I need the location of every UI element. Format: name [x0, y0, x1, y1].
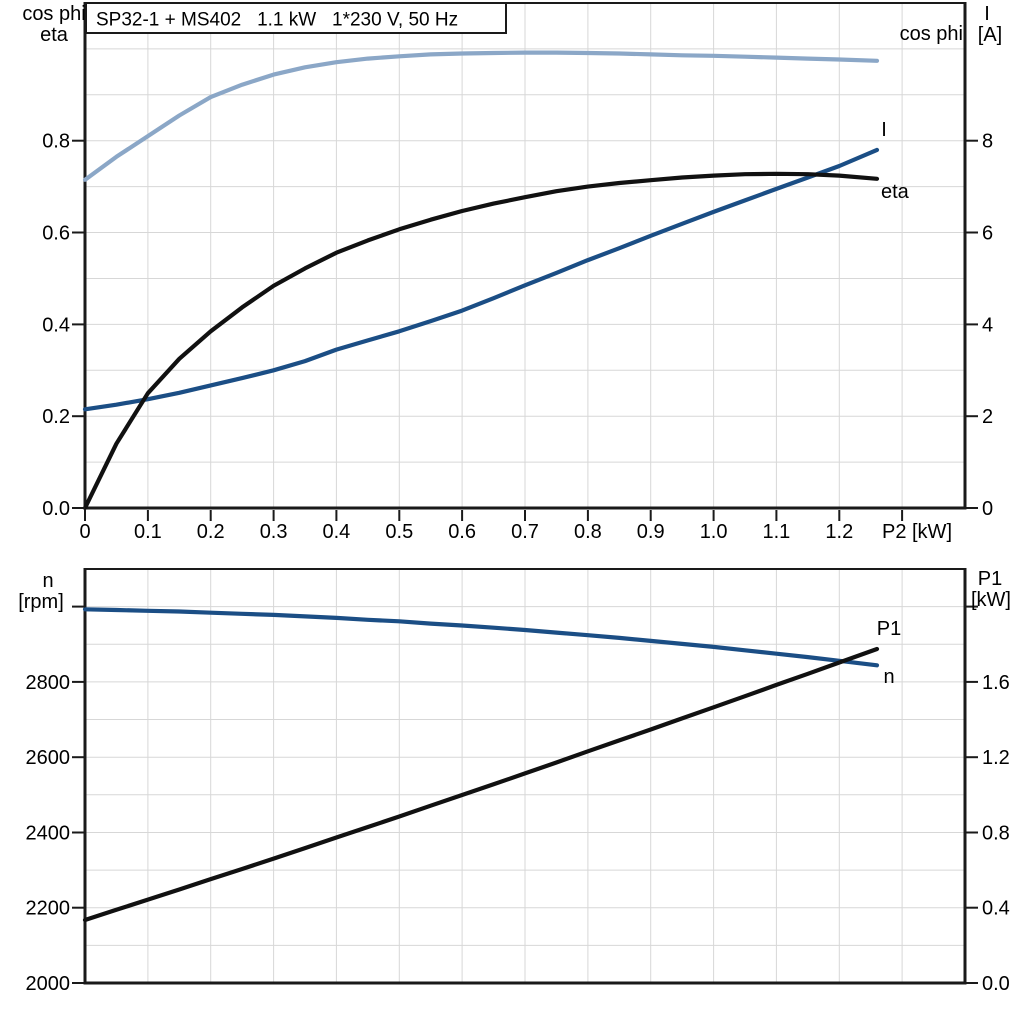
x-tick-label: 1.0 — [700, 521, 728, 543]
left-axis-header: eta — [40, 24, 69, 46]
curve-eta — [82, 171, 880, 511]
right-tick-label: 1.6 — [982, 672, 1010, 694]
left-axis-header: n — [42, 570, 53, 592]
x-tick-label: 0.6 — [448, 521, 476, 543]
grid — [85, 3, 965, 508]
curve-label-n: n — [883, 666, 894, 688]
right-tick-label: 1.2 — [982, 747, 1010, 769]
title-box — [85, 2, 507, 34]
curve-i — [82, 147, 880, 412]
right-tick-label: 0.4 — [982, 898, 1010, 920]
x-axis-label: P2 [kW] — [882, 521, 952, 543]
left-tick-label: 2600 — [26, 747, 71, 769]
right-tick-label: 4 — [982, 314, 993, 336]
x-tick-label: 0.4 — [322, 521, 350, 543]
chart-title: SP32-1 + MS402 1.1 kW 1*230 V, 50 Hz — [96, 10, 458, 31]
x-tick-label: 0.2 — [197, 521, 225, 543]
x-tick-label: 0.5 — [385, 521, 413, 543]
grid — [85, 569, 965, 983]
left-tick-label: 0.4 — [42, 314, 70, 336]
left-axis-header: cos phi — [22, 3, 85, 25]
right-axis: 0.0 0.4 0.8 1.2 1.6 — [965, 605, 1010, 995]
x-tick-label: 1.2 — [825, 521, 853, 543]
left-axis: 2000 2200 2400 2600 2800 — [26, 605, 85, 995]
curve-label-eta: eta — [881, 181, 910, 203]
x-tick-label: 0.9 — [637, 521, 665, 543]
left-tick-label: 2800 — [26, 672, 71, 694]
right-tick-label: 0.0 — [982, 973, 1010, 995]
top-chart: SP32-1 + MS402 1.1 kW 1*230 V, 50 Hz0.00… — [22, 2, 1002, 543]
left-axis-header: [rpm] — [18, 591, 64, 613]
curve-label-p1: P1 — [877, 618, 901, 640]
x-tick-label: 0.7 — [511, 521, 539, 543]
right-tick-label: 0.8 — [982, 823, 1010, 845]
curve-label-i: I — [881, 119, 887, 141]
curve-n — [82, 607, 880, 668]
left-tick-label: 0.0 — [42, 498, 70, 520]
curve-p1 — [82, 646, 880, 923]
left-tick-label: 2400 — [26, 823, 71, 845]
right-axis-header: [kW] — [971, 589, 1011, 611]
left-tick-label: 2000 — [26, 973, 71, 995]
left-tick-label: 0.6 — [42, 223, 70, 245]
x-tick-label: 0.8 — [574, 521, 602, 543]
left-tick-label: 0.2 — [42, 406, 70, 428]
x-tick-label: 0 — [79, 521, 90, 543]
left-tick-label: 0.8 — [42, 131, 70, 153]
curve-label-cos-phi: cos phi — [900, 23, 963, 45]
left-axis: 0.0 0.2 0.4 0.6 0.8 — [42, 131, 85, 520]
plot-frame — [83, 568, 967, 985]
x-tick-label: 0.3 — [260, 521, 288, 543]
right-tick-label: 2 — [982, 406, 993, 428]
right-tick-label: 6 — [982, 223, 993, 245]
x-axis: 0 0.1 0.2 0.3 0.4 0.5 0.6 0.7 0.8 0.9 1.0 1.1 1.2 P2 … — [79, 510, 952, 543]
bottom-chart: 200022002400260028000.00.40.81.21.6n[rpm… — [18, 568, 1011, 995]
right-axis-header: P1 — [978, 568, 1002, 590]
curve-cos-phi — [82, 50, 880, 182]
right-axis: 0 2 4 6 8 — [965, 131, 993, 520]
right-tick-label: 0 — [982, 498, 993, 520]
right-tick-label: 8 — [982, 131, 993, 153]
x-tick-label: 1.1 — [762, 521, 790, 543]
right-axis-header: [A] — [978, 24, 1002, 46]
left-tick-label: 2200 — [26, 898, 71, 920]
right-axis-header: I — [984, 3, 990, 25]
x-tick-label: 0.1 — [134, 521, 162, 543]
